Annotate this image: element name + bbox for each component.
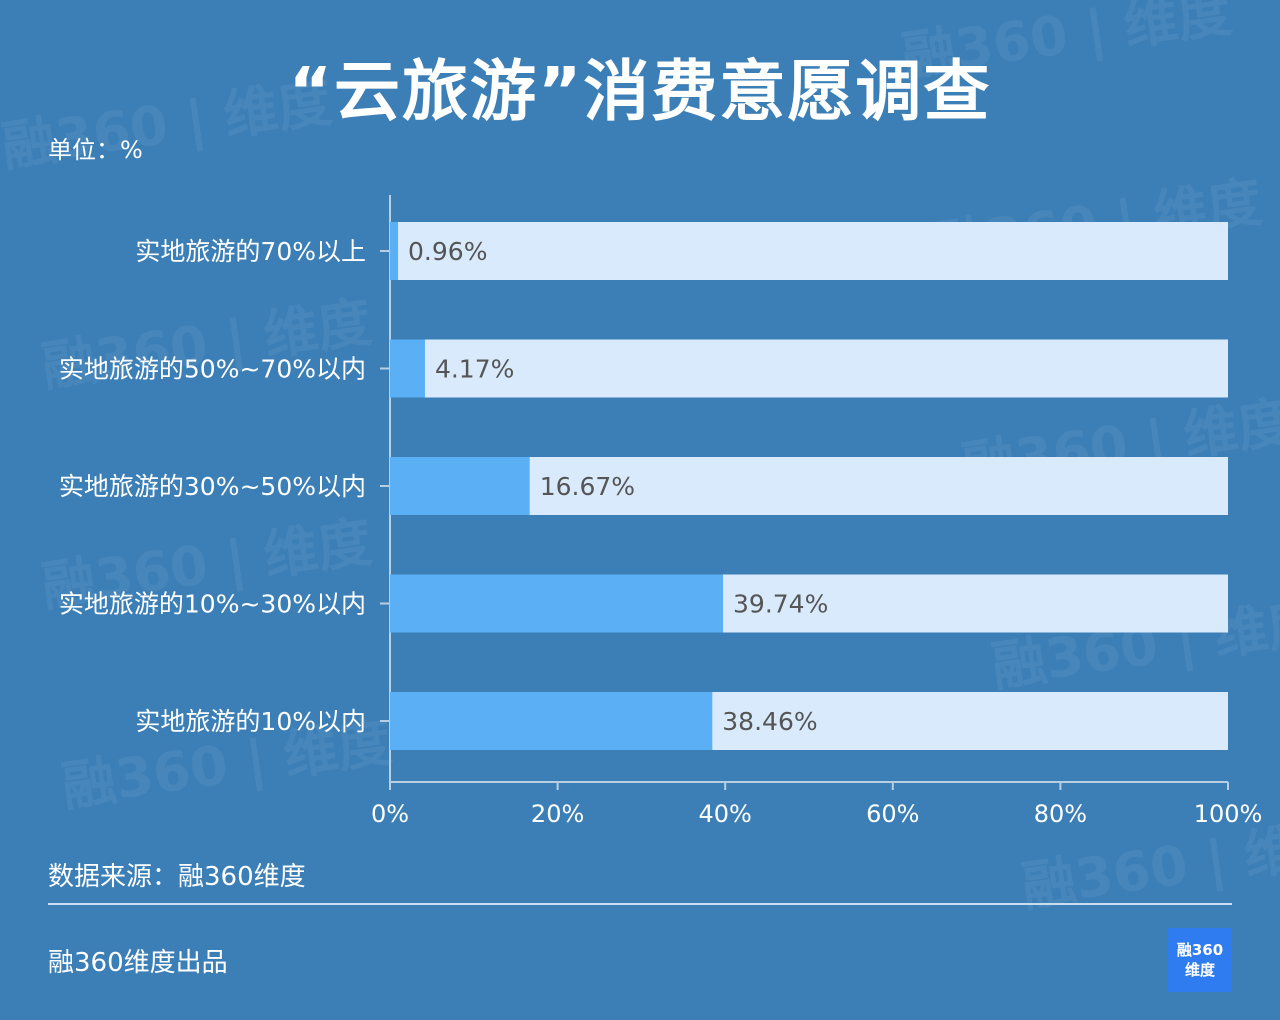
x-tick-label: 80% — [1034, 800, 1087, 828]
category-label: 实地旅游的50%~70%以内 — [59, 355, 366, 384]
category-label: 实地旅游的10%~30%以内 — [59, 590, 366, 619]
category-label: 实地旅游的30%~50%以内 — [59, 472, 366, 501]
data-label: 38.46% — [722, 707, 817, 736]
bar-track — [390, 339, 1228, 398]
data-label: 16.67% — [540, 472, 635, 501]
bar — [390, 692, 713, 750]
data-label: 4.17% — [435, 355, 514, 384]
logo-line1: 融360 — [1176, 941, 1224, 959]
bar-chart: 0% 20% 40% 60% 80% 100% 实地旅游的70%以上 0.96% 实地旅游的50… — [59, 195, 1263, 828]
bar — [390, 339, 425, 398]
category-label: 实地旅游的10%以内 — [135, 707, 366, 736]
chart-title: “云旅游”消费意愿调查 — [288, 53, 992, 130]
data-label: 39.74% — [733, 590, 828, 619]
producer-credit: 融360维度出品 — [48, 948, 228, 978]
x-tick-label: 20% — [531, 800, 584, 828]
bar — [390, 457, 530, 515]
data-label: 0.96% — [408, 237, 487, 266]
divider — [48, 903, 1232, 905]
bar — [390, 222, 399, 280]
x-tick-label: 40% — [699, 800, 752, 828]
logo-line2: 维度 — [1184, 961, 1215, 979]
brand-logo: 融360 维度 — [1168, 928, 1232, 992]
category-label: 实地旅游的70%以上 — [135, 237, 366, 266]
unit-label: 单位：% — [48, 136, 143, 164]
bar-track — [390, 222, 1228, 280]
x-tick-label: 100% — [1194, 800, 1263, 828]
x-tick-label: 0% — [371, 800, 409, 828]
bar — [390, 574, 724, 633]
x-tick-label: 60% — [866, 800, 919, 828]
data-source: 数据来源：融360维度 — [48, 862, 306, 892]
